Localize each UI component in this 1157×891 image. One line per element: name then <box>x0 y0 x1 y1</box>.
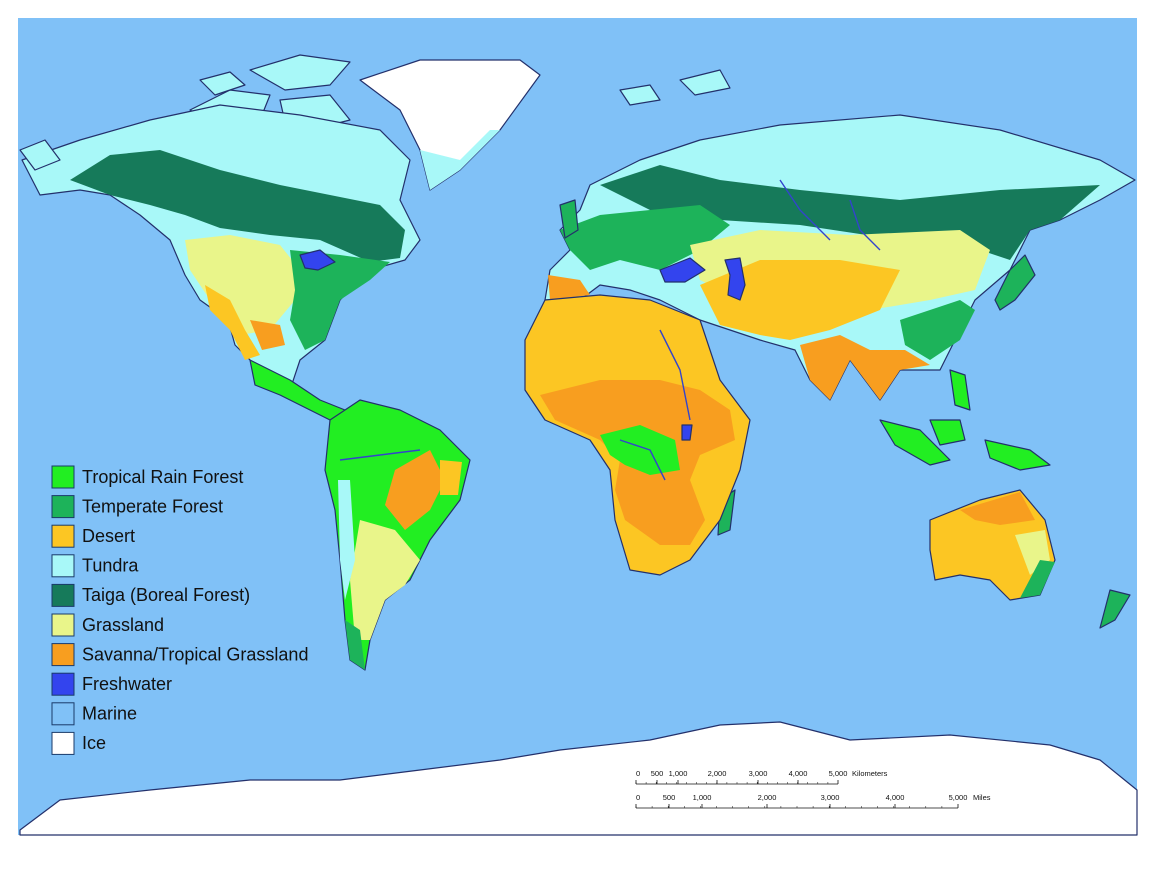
legend-swatch <box>51 495 75 519</box>
scale-label: 4,000 <box>886 793 905 802</box>
legend: Tropical Rain Forest Temperate Forest Dese… <box>51 465 308 755</box>
scale-label: 2,000 <box>708 769 727 778</box>
legend-label: Desert <box>82 526 135 546</box>
legend-label: Tundra <box>82 556 139 576</box>
australia <box>929 489 1056 601</box>
scale-label: 2,000 <box>758 793 777 802</box>
scale-label: 5,000 <box>949 793 968 802</box>
scale-label: 0 <box>636 769 640 778</box>
legend-swatch <box>51 731 75 755</box>
scale-unit: Kilometers <box>852 769 888 778</box>
north-america <box>19 104 421 426</box>
scale-label: 5,000 <box>829 769 848 778</box>
south-america <box>324 399 471 671</box>
scale-label: 500 <box>663 793 676 802</box>
legend-swatch <box>51 643 75 667</box>
legend-swatch <box>51 583 75 607</box>
legend-swatch <box>51 613 75 637</box>
scale-label: 0 <box>636 793 640 802</box>
legend-label: Ice <box>82 733 106 753</box>
scale-unit: Miles <box>973 793 991 802</box>
legend-label: Freshwater <box>82 674 172 694</box>
antarctica <box>19 721 1138 836</box>
legend-swatch <box>51 702 75 726</box>
scale-label: 1,000 <box>693 793 712 802</box>
legend-swatch <box>51 524 75 548</box>
scale-label: 3,000 <box>821 793 840 802</box>
legend-swatch <box>51 554 75 578</box>
scale-bar: 0 500 1,000 2,000 3,000 4,000 5,000 Kilometers 0… <box>635 769 991 809</box>
eurasia <box>544 114 1136 401</box>
scale-label: 500 <box>651 769 664 778</box>
scale-label: 4,000 <box>789 769 808 778</box>
legend-swatch <box>51 465 75 489</box>
legend-label: Savanna/Tropical Grassland <box>82 644 308 664</box>
islands <box>559 199 1131 629</box>
greenland-coast <box>420 130 500 190</box>
legend-label: Grassland <box>82 615 164 635</box>
legend-label: Taiga (Boreal Forest) <box>82 585 250 605</box>
scale-label: 1,000 <box>669 769 688 778</box>
legend-label: Marine <box>82 704 137 724</box>
scale-label: 3,000 <box>749 769 768 778</box>
africa <box>524 294 751 576</box>
legend-label: Temperate Forest <box>82 496 223 516</box>
legend-label: Tropical Rain Forest <box>82 467 243 487</box>
legend-swatch <box>51 672 75 696</box>
